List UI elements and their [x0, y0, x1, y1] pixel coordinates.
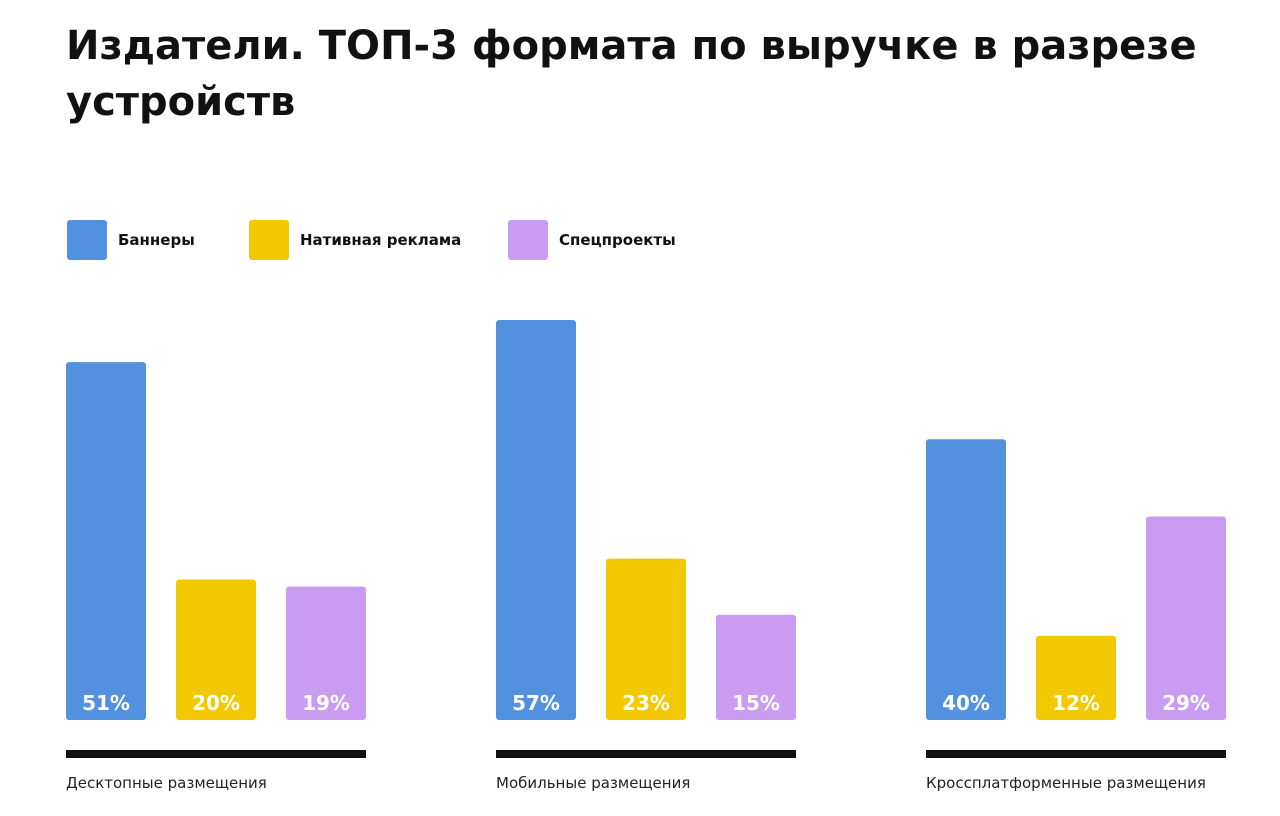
category-label-desktop: Десктопные размещения: [66, 774, 267, 792]
bar-mobile-special: [716, 614, 796, 720]
bar-value-label-cross-banners: 40%: [942, 691, 990, 715]
legend-item-native: Нативная реклама: [249, 220, 461, 260]
group-baseline-desktop: [66, 750, 366, 758]
bar-value-label-desktop-native: 20%: [192, 691, 240, 715]
legend-swatch-native: [249, 220, 289, 260]
bar-value-label-cross-native: 12%: [1052, 691, 1100, 715]
bar-desktop-native: [176, 579, 256, 720]
bar-value-label-cross-special: 29%: [1162, 691, 1210, 715]
bar-value-label-mobile-native: 23%: [622, 691, 670, 715]
bar-desktop-special: [286, 586, 366, 720]
legend-swatch-banners: [67, 220, 107, 260]
legend-swatch-special: [508, 220, 548, 260]
bar-group-mobile: 57% 23% 15% Мобильные размещения: [496, 320, 796, 792]
bar-cross-banners: [926, 439, 1006, 720]
group-baseline-mobile: [496, 750, 796, 758]
legend-label-native: Нативная реклама: [300, 231, 462, 249]
bar-value-label-mobile-banners: 57%: [512, 691, 560, 715]
bar-cross-native: [1036, 635, 1116, 720]
legend-item-special: Спецпроекты: [508, 220, 676, 260]
bar-value-label-desktop-special: 19%: [302, 691, 350, 715]
legend-label-special: Спецпроекты: [559, 231, 676, 249]
legend-label-banners: Баннеры: [118, 231, 195, 249]
bar-desktop-banners: [66, 362, 146, 720]
bar-cross-special: [1146, 516, 1226, 720]
chart-title: Издатели. ТОП-3 формата по выручке в раз…: [66, 23, 1197, 125]
category-label-cross: Кроссплатформенные размещения: [926, 774, 1206, 792]
group-baseline-cross: [926, 750, 1226, 758]
bar-group-desktop: 51% 20% 19% Десктопные размещения: [66, 362, 366, 792]
bar-mobile-native: [606, 558, 686, 720]
bar-group-cross: 40% 12% 29% Кроссплатформенные размещения: [926, 439, 1226, 792]
bar-value-label-mobile-special: 15%: [732, 691, 780, 715]
bar-value-label-desktop-banners: 51%: [82, 691, 130, 715]
bar-mobile-banners: [496, 320, 576, 720]
category-label-mobile: Мобильные размещения: [496, 774, 690, 792]
legend-item-banners: Баннеры: [67, 220, 195, 260]
